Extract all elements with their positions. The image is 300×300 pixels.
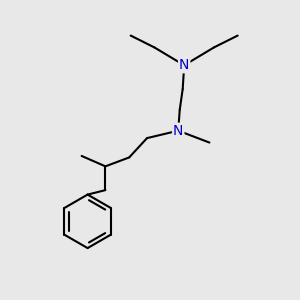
- Text: N: N: [173, 124, 183, 138]
- Text: N: N: [179, 58, 189, 72]
